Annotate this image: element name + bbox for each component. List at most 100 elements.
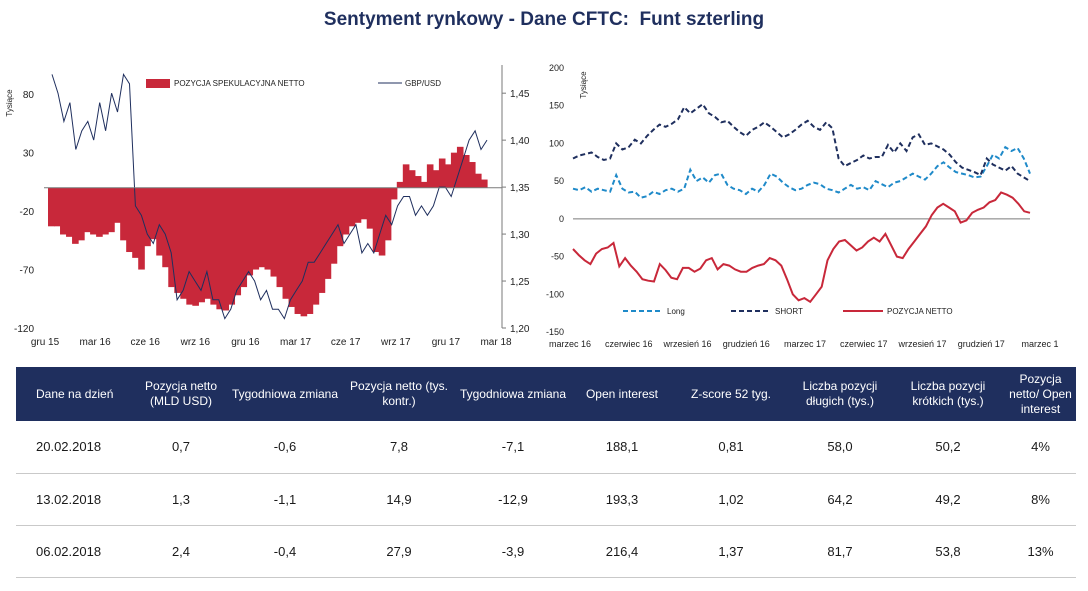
cell-net-to-oi: 13% xyxy=(1027,543,1054,559)
net-position-bar xyxy=(396,181,404,188)
table-row: 06.02.2018 2,4 -0,4 27,9 -3,9 216,4 1,37… xyxy=(16,525,1076,577)
header-net-to-oi: Pozycja netto/ Open interest xyxy=(1009,371,1072,416)
x-tick-label: wrz 16 xyxy=(180,337,211,348)
legend-short-label: SHORT xyxy=(775,307,803,316)
net-position-bar xyxy=(420,181,428,188)
net-position-bar xyxy=(78,187,85,241)
legend-net-line-label: POZYCJA NETTO xyxy=(887,307,953,316)
net-position-bar xyxy=(408,170,416,188)
net-position-bar xyxy=(102,187,109,235)
net-position-bar xyxy=(144,187,151,247)
net-position-bar xyxy=(270,187,278,277)
x-tick-label: mar 18 xyxy=(480,337,512,348)
right-y-axis-label: Tysiące xyxy=(579,71,588,99)
cftc-long-short-chart: Tysiące 200 150 100 50 0 -50 -100 -150 marzec 1… xyxy=(546,63,1059,349)
gbpusd-line xyxy=(51,73,488,320)
table-header-row: Dane na dzień Pozycja netto (MLD USD) Ty… xyxy=(16,367,1076,421)
y-tick-label: 200 xyxy=(549,63,564,73)
y-tick-label: -70 xyxy=(20,266,35,277)
net-position-bar xyxy=(330,187,338,264)
y-tick-label: 100 xyxy=(549,138,564,148)
cell-weekly-change-contracts: -3,9 xyxy=(501,543,525,559)
x-tick-label: gru 17 xyxy=(432,337,461,348)
y-tick-label: 150 xyxy=(549,101,564,111)
cell-date: 20.02.2018 xyxy=(36,439,102,455)
net-position-bar xyxy=(468,162,476,188)
x-tick-label: gru 15 xyxy=(31,337,60,348)
net-position-bar xyxy=(234,187,242,296)
net-position-bar xyxy=(258,187,266,268)
net-position-bar xyxy=(324,187,332,279)
cell-net-to-oi: 4% xyxy=(1031,439,1050,455)
net-position-bar xyxy=(162,187,169,268)
cell-weekly-change-contracts: -7,1 xyxy=(501,439,525,455)
net-position-bar xyxy=(96,187,103,237)
net-position-bar xyxy=(108,187,115,233)
net-position-bar xyxy=(336,187,344,247)
net-position-bar xyxy=(216,187,223,310)
left-y-axis-label: Tysiące xyxy=(5,89,14,117)
header-open-interest: Open interest xyxy=(585,386,659,401)
x-tick-label: wrzesień 16 xyxy=(662,339,711,349)
left-y-axis: 80 30 -20 -70 -120 xyxy=(14,90,34,335)
x-tick-label: cze 16 xyxy=(130,337,160,348)
net-position-line xyxy=(572,191,1031,304)
net-position-bar xyxy=(168,187,175,288)
net-position-bar xyxy=(282,187,290,299)
legend-net-label: POZYCJA SPEKULACYJNA NETTO xyxy=(174,79,305,88)
cell-z-score: 1,02 xyxy=(718,491,744,507)
y-tick-label: -100 xyxy=(546,289,564,299)
net-position-bar xyxy=(186,187,193,305)
x-tick-label: grudzień 16 xyxy=(723,339,770,349)
net-position-bar xyxy=(360,187,368,220)
cell-net-to-oi: 8% xyxy=(1031,491,1050,507)
x-tick-label: wrzesień 17 xyxy=(897,339,946,349)
net-position-bar xyxy=(180,187,187,299)
cell-open-interest: 193,3 xyxy=(605,491,639,507)
x-tick-label: grudzień 17 xyxy=(958,339,1005,349)
cell-long: 58,0 xyxy=(827,439,853,455)
cell-date: 13.02.2018 xyxy=(36,491,102,507)
net-position-bar xyxy=(342,187,350,235)
cell-net-contracts: 27,9 xyxy=(386,543,412,559)
header-short: Liczba pozycji krótkich (tys.) xyxy=(910,379,986,408)
net-position-bar xyxy=(84,187,91,233)
cell-weekly-change-usd: -0,6 xyxy=(273,439,297,455)
net-position-bars xyxy=(48,146,488,317)
legend-net-swatch xyxy=(146,79,170,88)
net-position-bar xyxy=(48,187,55,227)
net-position-bar xyxy=(414,176,422,188)
net-position-bar xyxy=(210,187,217,305)
right-x-axis: marzec 16 czerwiec 16 wrzesień 16 grudzień … xyxy=(549,339,1059,349)
net-position-bar xyxy=(276,187,284,288)
net-position-bar xyxy=(54,187,61,227)
net-position-bar xyxy=(378,187,386,256)
net-position-bar xyxy=(390,187,398,200)
cell-net-usd: 2,4 xyxy=(171,543,191,559)
net-position-bar xyxy=(252,187,260,270)
left-y2-axis: 1,45 1,40 1,35 1,30 1,25 1,20 xyxy=(502,89,530,335)
table-row: 13.02.2018 1,3 -1,1 14,9 -12,9 193,3 1,0… xyxy=(16,473,1076,525)
net-position-bar xyxy=(60,187,67,235)
left-x-axis: gru 15 mar 16 cze 16 wrz 16 gru 16 mar 17 cze … xyxy=(31,337,512,348)
net-position-bar xyxy=(438,158,446,188)
x-tick-label: marzec 17 xyxy=(784,339,826,349)
header-weekly-change-contracts: Tygodniowa zmiana xyxy=(459,386,567,401)
net-position-bar xyxy=(90,187,97,235)
table-row: 20.02.2018 0,7 -0,6 7,8 -7,1 188,1 0,81 … xyxy=(16,421,1076,473)
cell-net-usd: 1,3 xyxy=(171,491,191,507)
cell-net-contracts: 7,8 xyxy=(389,439,409,455)
net-position-bar xyxy=(114,187,121,223)
y2-tick-label: 1,45 xyxy=(510,89,530,100)
net-position-bar xyxy=(300,187,308,317)
cell-short: 49,2 xyxy=(935,491,961,507)
net-position-bar xyxy=(198,187,205,303)
header-weekly-change-usd: Tygodniowa zmiana xyxy=(231,386,339,401)
net-position-bar xyxy=(462,155,470,188)
legend-long-label: Long xyxy=(667,307,685,316)
net-position-bar xyxy=(426,164,434,188)
net-position-bar xyxy=(402,164,410,188)
net-position-bar xyxy=(474,173,482,188)
net-position-bar xyxy=(480,179,488,188)
